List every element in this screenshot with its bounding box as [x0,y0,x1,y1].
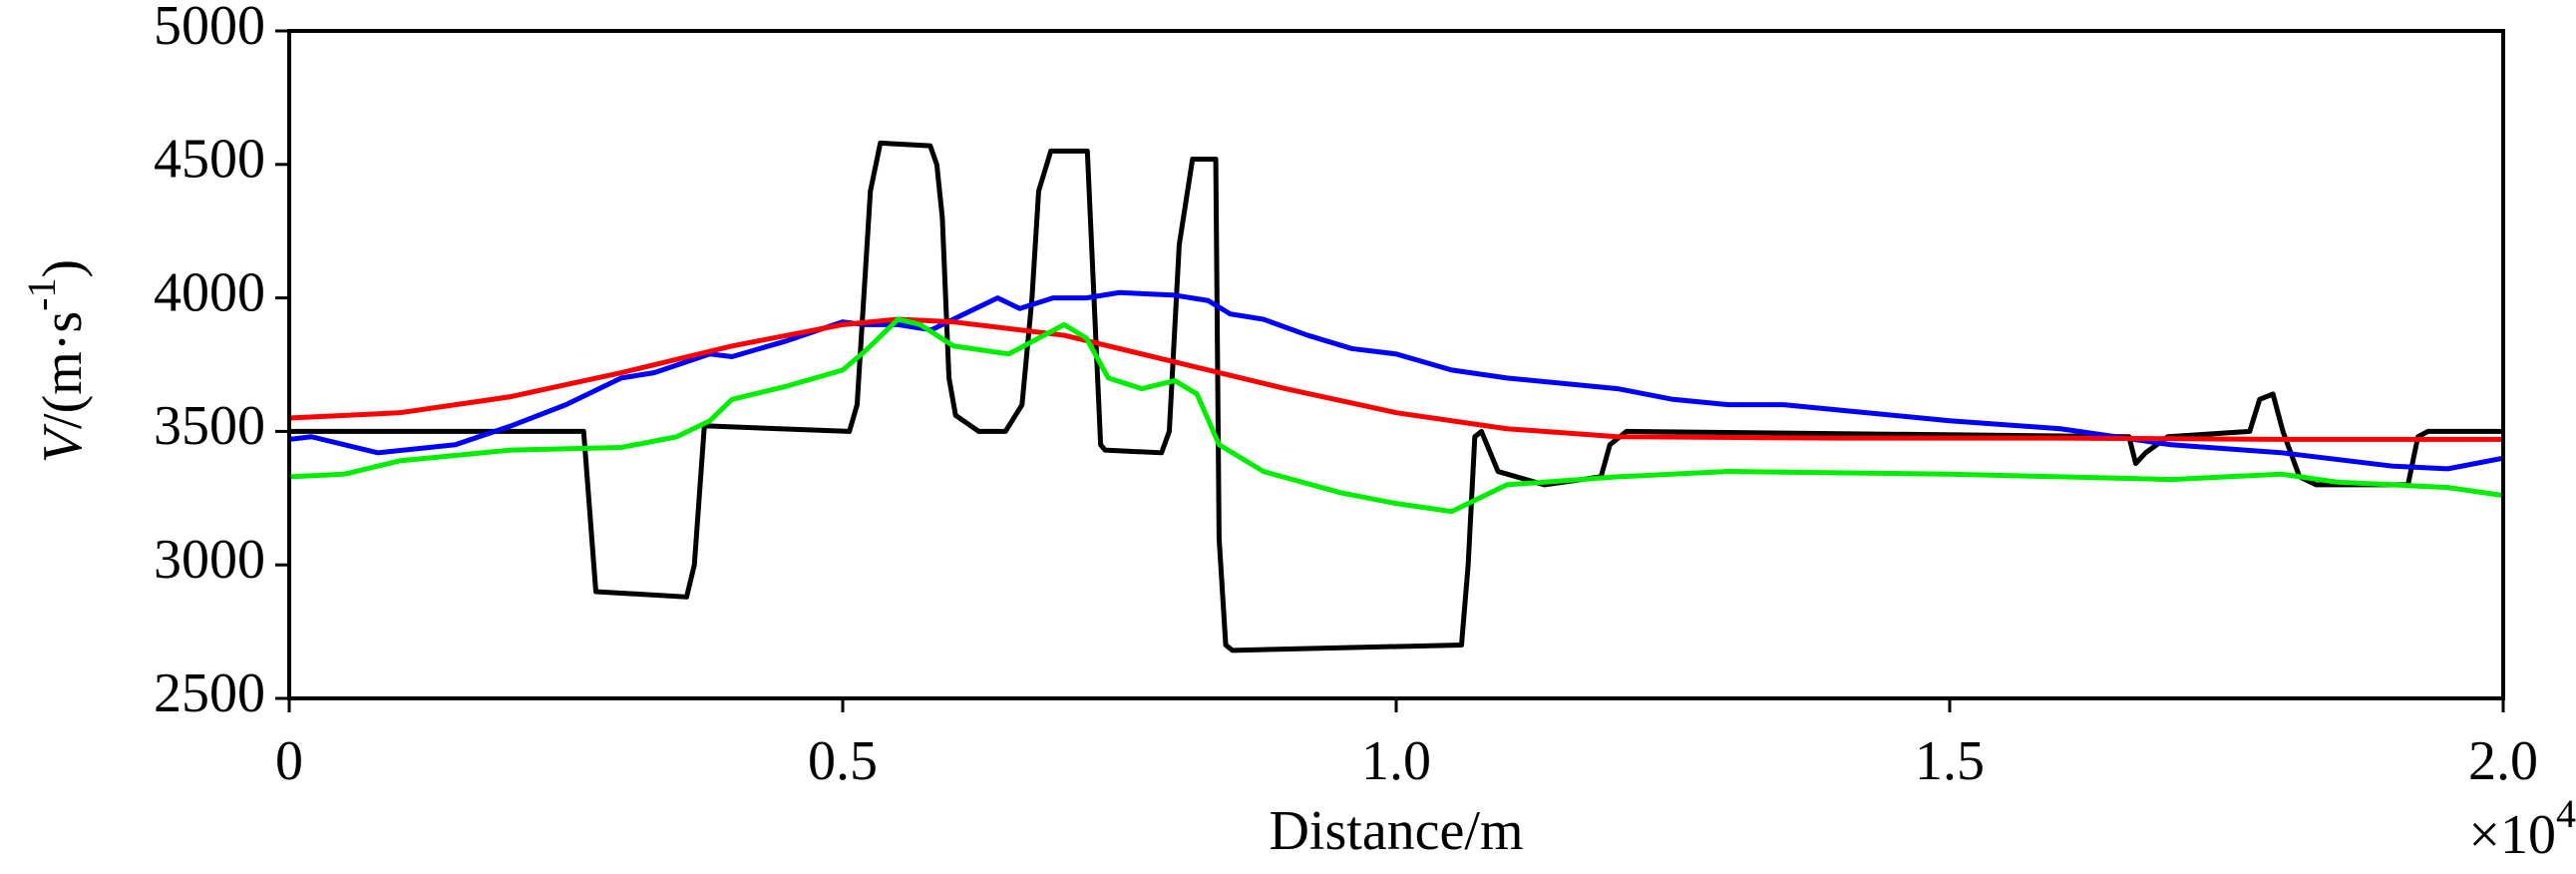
y-tick-label: 4500 [154,129,265,191]
series-line [289,140,2503,654]
y-tick-label: 4000 [154,261,265,323]
x-tick-label: 0.5 [808,730,878,792]
y-tick-label: 3000 [154,529,265,591]
y-label-sup: -1 [19,277,64,310]
x-axis-label: Distance/m [1269,800,1523,862]
y-tick-label: 2500 [154,662,265,724]
y-tick-label: 5000 [154,0,265,57]
y-label-part: /(m·s [32,311,94,429]
x-tick-label: 1.0 [1361,730,1431,792]
x-tick-label: 1.5 [1915,730,1985,792]
x-multiplier-exp: 4 [2556,791,2576,836]
y-label-part: V [32,423,94,463]
x-multiplier-base: ×10 [2468,804,2556,866]
series-line [288,316,2504,515]
y-label-part: ) [32,259,94,278]
y-axis-label: V/(m·s-1) [19,259,94,463]
y-tick-label: 3500 [154,395,265,457]
x-tick-label: 2.0 [2468,730,2538,792]
series-line [288,316,2503,442]
plot-frame [287,29,2505,700]
x-multiplier: ×104 [2468,791,2576,866]
series-line [288,289,2504,472]
x-tick-label: 0 [275,730,303,792]
